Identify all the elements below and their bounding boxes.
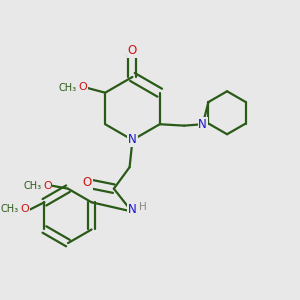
Text: O: O xyxy=(21,204,29,214)
Text: CH₃: CH₃ xyxy=(23,181,41,191)
Text: CH₃: CH₃ xyxy=(1,204,19,214)
Text: O: O xyxy=(82,176,92,189)
Text: CH₃: CH₃ xyxy=(58,83,76,93)
Text: N: N xyxy=(128,134,137,146)
Text: O: O xyxy=(128,44,137,57)
Text: N: N xyxy=(128,203,136,216)
Text: H: H xyxy=(140,202,147,212)
Text: O: O xyxy=(43,181,52,191)
Text: O: O xyxy=(78,82,87,92)
Text: N: N xyxy=(198,118,207,131)
